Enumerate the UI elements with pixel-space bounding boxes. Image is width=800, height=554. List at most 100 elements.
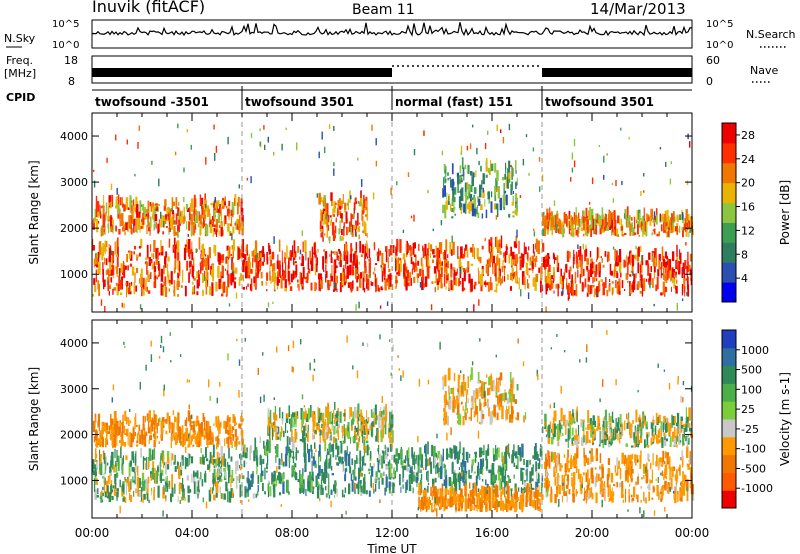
data-mark (515, 243, 517, 249)
data-mark (138, 211, 141, 218)
data-mark (242, 286, 245, 290)
data-mark (416, 472, 418, 476)
data-mark (630, 477, 633, 481)
data-mark (687, 261, 689, 273)
data-mark (531, 255, 535, 262)
data-mark (568, 221, 571, 235)
data-mark (325, 435, 328, 440)
data-mark (664, 261, 667, 268)
data-mark (181, 269, 184, 283)
data-mark (471, 172, 474, 182)
colorbar-tick-label: 28 (741, 129, 755, 142)
data-mark (539, 492, 541, 497)
data-speck (476, 207, 478, 215)
data-mark (330, 431, 332, 441)
colorbar-tick-label: 20 (741, 177, 755, 190)
data-mark (405, 244, 408, 252)
data-mark (174, 416, 177, 423)
data-mark (448, 453, 451, 458)
data-mark (439, 506, 441, 511)
data-speck (350, 195, 352, 200)
data-mark (624, 289, 626, 291)
data-mark (574, 462, 577, 467)
data-mark (586, 266, 589, 271)
data-mark (273, 421, 275, 426)
data-mark (237, 246, 239, 260)
data-mark (616, 284, 619, 295)
data-mark (596, 247, 598, 260)
data-speck (611, 182, 614, 186)
data-mark (371, 282, 374, 286)
data-mark (125, 197, 129, 210)
data-mark (361, 430, 364, 437)
data-mark (506, 409, 509, 420)
data-mark (147, 476, 150, 484)
data-mark (345, 457, 347, 467)
data-mark (324, 197, 326, 209)
data-mark (430, 502, 433, 513)
data-mark (405, 455, 406, 464)
data-speck (324, 146, 326, 154)
data-mark (518, 501, 521, 510)
data-mark (266, 470, 268, 473)
data-mark (103, 472, 105, 481)
data-mark (523, 276, 526, 286)
data-mark (631, 266, 634, 274)
data-mark (637, 473, 639, 480)
data-speck (516, 229, 518, 238)
data-mark (444, 407, 446, 412)
data-mark (377, 429, 379, 439)
data-mark (164, 283, 166, 291)
data-mark (230, 254, 233, 256)
data-mark (664, 451, 667, 459)
data-mark (192, 276, 195, 279)
data-mark (312, 432, 314, 440)
data-mark (517, 445, 520, 455)
data-mark (516, 197, 518, 212)
data-mark (582, 216, 585, 224)
data-mark (675, 259, 677, 270)
data-mark (316, 422, 319, 431)
data-mark (616, 481, 619, 488)
data-mark (97, 211, 100, 218)
data-mark (504, 490, 506, 498)
data-mark (352, 253, 355, 266)
data-mark (349, 253, 353, 263)
freq-right-tick-top: 60 (706, 54, 720, 67)
data-mark (691, 491, 695, 501)
data-mark (320, 280, 323, 289)
data-mark (269, 409, 272, 424)
data-mark (451, 481, 453, 494)
data-mark (519, 494, 523, 506)
data-mark (107, 485, 109, 499)
data-mark (439, 454, 442, 467)
data-mark (102, 476, 104, 479)
data-mark (592, 262, 595, 272)
data-mark (235, 476, 238, 489)
data-mark (458, 256, 461, 269)
data-mark (317, 416, 320, 424)
data-mark (574, 271, 577, 284)
data-mark (608, 497, 610, 503)
data-mark (141, 430, 143, 436)
data-mark (407, 455, 410, 467)
data-mark (596, 473, 598, 483)
data-mark (481, 245, 484, 250)
data-mark (114, 411, 117, 422)
data-mark (427, 248, 429, 256)
data-mark (511, 267, 514, 274)
data-mark (285, 446, 288, 456)
data-mark (309, 268, 311, 274)
data-mark (356, 483, 359, 489)
data-mark (631, 254, 634, 267)
data-mark (161, 245, 164, 256)
data-mark (178, 482, 181, 495)
data-mark (687, 251, 689, 265)
data-mark (114, 474, 117, 485)
data-mark (542, 285, 544, 292)
data-mark (105, 430, 108, 442)
data-mark (548, 480, 550, 487)
data-mark (213, 210, 216, 219)
data-mark (601, 488, 604, 498)
data-mark (363, 425, 365, 435)
